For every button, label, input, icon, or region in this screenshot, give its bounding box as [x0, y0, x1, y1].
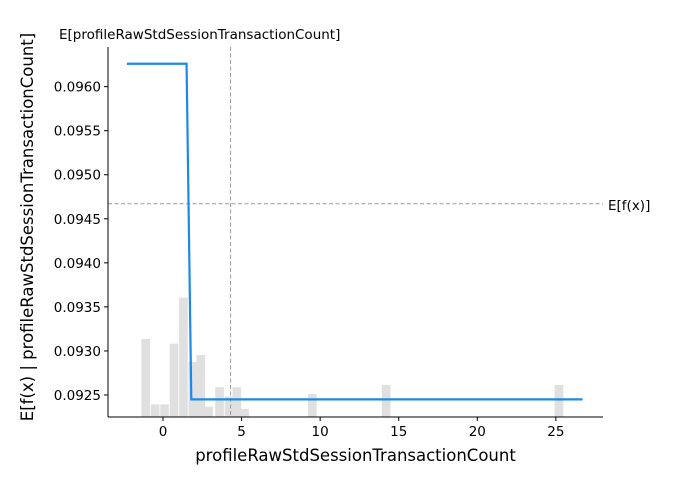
y-tick-label: 0.0955	[54, 124, 101, 140]
y-tick-label: 0.0935	[54, 300, 101, 316]
x-tick-label: 20	[469, 424, 486, 440]
histogram-bar	[381, 384, 391, 417]
y-axis-label: E[f(x) | profileRawStdSessionTransaction…	[18, 33, 37, 421]
y-tick-label: 0.0960	[54, 80, 101, 96]
histogram-bar	[554, 384, 564, 417]
feature-histogram	[141, 297, 564, 417]
histogram-bar	[150, 404, 160, 417]
axes	[107, 47, 603, 418]
series-line	[126, 62, 583, 401]
histogram-bar	[204, 406, 213, 417]
histogram-bar	[240, 408, 250, 417]
x-tick-label: 15	[390, 424, 407, 440]
x-tick-label: 10	[312, 424, 329, 440]
y-tick-label: 0.0930	[54, 344, 101, 360]
reference-lines	[108, 47, 603, 417]
x-tick-label: 5	[237, 424, 246, 440]
ticks: 0 5 10 15 20 25 0.0925 0.0930 0.0935 0.0940 0.0945…	[54, 80, 565, 440]
y-tick-label: 0.0950	[54, 168, 101, 184]
histogram-bar	[141, 339, 151, 417]
histogram-bar	[188, 361, 198, 417]
y-tick-label: 0.0945	[54, 212, 101, 228]
series-layer	[126, 62, 583, 401]
histogram-bar	[196, 355, 206, 417]
expected-feature-label: E[profileRawStdSessionTransactionCount]	[59, 27, 340, 43]
histogram-bar	[169, 343, 179, 417]
x-tick-label: 0	[159, 424, 168, 440]
expected-value-label: E[f(x)]	[608, 198, 650, 214]
x-tick-label: 25	[547, 424, 564, 440]
y-tick-label: 0.0940	[54, 256, 101, 272]
x-axis-label: profileRawStdSessionTransactionCount	[195, 446, 516, 465]
histogram-bar	[224, 396, 234, 417]
y-tick-label: 0.0925	[54, 388, 101, 404]
histogram-bar	[307, 394, 317, 417]
histogram-bar	[232, 387, 242, 417]
histogram-bar	[160, 404, 169, 417]
histogram-bar	[179, 297, 188, 417]
histogram-bar	[215, 387, 224, 417]
